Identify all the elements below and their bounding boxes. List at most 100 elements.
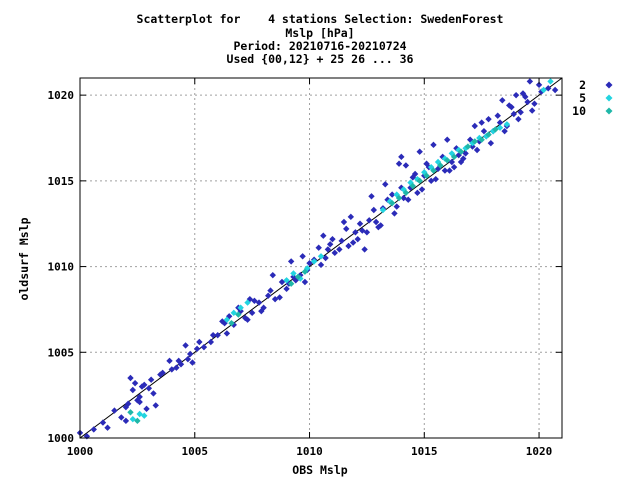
data-point [175, 357, 182, 365]
data-point [524, 98, 531, 106]
data-point [508, 103, 515, 111]
data-point [448, 158, 456, 166]
data-point [138, 383, 146, 390]
data-point [129, 386, 136, 394]
data-point [317, 261, 325, 269]
data-point [244, 299, 251, 306]
series-10 [127, 126, 499, 425]
data-point [265, 292, 272, 299]
data-point [326, 241, 334, 248]
data-point [473, 146, 481, 154]
data-point [395, 160, 403, 167]
data-point [267, 287, 274, 294]
data-point [90, 426, 97, 433]
title-line-1: Scatterplot for 4 stations Selection: Sw… [137, 12, 504, 26]
data-point [136, 398, 143, 406]
title-line-2: Mslp [hPa] [285, 26, 354, 40]
data-point [122, 403, 130, 411]
data-point [209, 331, 217, 339]
data-point [141, 412, 148, 419]
data-point [301, 268, 309, 275]
data-point [439, 153, 446, 161]
data-point [193, 345, 201, 353]
data-point [416, 148, 423, 155]
data-point [400, 194, 407, 202]
data-point [145, 385, 153, 392]
data-point [416, 177, 423, 185]
data-point [405, 196, 412, 203]
data-point [354, 235, 361, 243]
data-point [489, 127, 497, 135]
data-point [402, 189, 410, 197]
data-point [545, 85, 552, 92]
data-point [269, 271, 276, 279]
data-point [441, 167, 449, 174]
plot-frame [79, 77, 563, 439]
data-point [427, 163, 435, 171]
data-point [372, 218, 380, 226]
data-point [391, 210, 398, 217]
data-point [186, 350, 194, 358]
data-point [375, 223, 382, 231]
data-point [248, 309, 256, 317]
data-point [244, 316, 251, 323]
data-point [131, 379, 139, 387]
data-point [370, 206, 377, 214]
legend-label: 10 [572, 104, 586, 118]
y-tick-label: 1010 [48, 261, 75, 274]
data-point [200, 343, 208, 351]
x-tick-label: 1020 [526, 445, 553, 458]
data-point [547, 78, 554, 85]
legend-item-2: 2 [579, 78, 613, 92]
data-point [444, 157, 451, 164]
data-point [494, 112, 501, 119]
data-point [430, 141, 437, 149]
data-point [388, 191, 396, 198]
data-point [322, 254, 329, 262]
data-point [320, 232, 327, 239]
x-axis-label: OBS Mslp [292, 463, 347, 477]
data-point [444, 136, 451, 143]
data-point [182, 342, 189, 349]
y-tick-label: 1005 [48, 346, 75, 359]
data-point [515, 115, 522, 123]
data-point [223, 316, 231, 323]
data-point [395, 194, 403, 202]
data-point [111, 407, 118, 414]
data-point [414, 189, 421, 197]
data-point [427, 177, 435, 185]
legend-label: 5 [579, 91, 586, 105]
title-line-3: Period: 20210716-20210724 [233, 39, 406, 53]
data-point [258, 307, 265, 315]
data-point [503, 121, 511, 128]
data-point [432, 175, 439, 183]
data-point [423, 160, 430, 167]
data-point [496, 119, 504, 126]
data-point [528, 107, 536, 114]
data-point [317, 253, 325, 260]
data-point [487, 139, 495, 147]
data-point [501, 127, 508, 135]
data-point [457, 148, 465, 155]
title-line-4: Used {00,12} + 25 26 ... 36 [227, 52, 414, 66]
legend-marker [605, 81, 613, 89]
data-point [478, 136, 485, 143]
data-point [329, 235, 336, 243]
data-point [127, 409, 134, 416]
data-point [531, 100, 538, 107]
data-point [379, 206, 387, 214]
data-point [324, 246, 332, 253]
data-point [336, 246, 343, 253]
data-point [510, 110, 517, 118]
data-point [235, 311, 242, 318]
data-point [134, 417, 141, 425]
data-point [276, 294, 283, 301]
chart-title: Scatterplot for 4 stations Selection: Sw… [137, 12, 504, 66]
data-point [237, 304, 244, 311]
data-point [506, 102, 513, 109]
data-point [347, 213, 355, 221]
data-point [471, 138, 478, 145]
legend-item-5: 5 [579, 91, 613, 105]
